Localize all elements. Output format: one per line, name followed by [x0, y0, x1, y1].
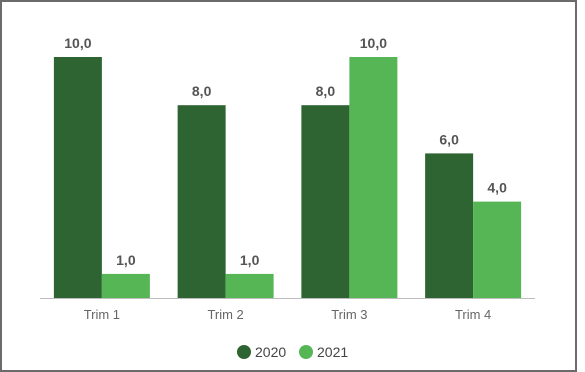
data-label-2021-trim-4: 4,0 — [487, 180, 507, 196]
bar-2021-trim-4 — [473, 201, 522, 298]
data-label-2021-trim-2: 1,0 — [240, 252, 260, 268]
bar-2020-trim-4 — [425, 153, 474, 298]
data-label-2020-trim-4: 6,0 — [439, 131, 459, 147]
category-label-trim-2: Trim 2 — [207, 307, 243, 322]
legend: 2020 2021 — [237, 344, 348, 360]
data-label-2020-trim-3: 8,0 — [316, 83, 336, 99]
bar-2020-trim-1 — [53, 57, 102, 298]
legend-label-2020: 2020 — [255, 344, 286, 360]
data-labels-group: 10,0 1,0 8,0 1,0 8,0 10,0 6,0 4,0 — [64, 35, 507, 268]
data-label-2020-trim-1: 10,0 — [64, 35, 91, 51]
category-label-trim-4: Trim 4 — [455, 307, 491, 322]
legend-label-2021: 2021 — [317, 344, 348, 360]
bars-group — [53, 57, 522, 298]
bar-2020-trim-2 — [177, 105, 226, 298]
legend-marker-2020 — [237, 345, 251, 359]
category-labels-group: Trim 1 Trim 2 Trim 3 Trim 4 — [84, 307, 492, 322]
bar-2020-trim-3 — [301, 105, 350, 298]
bar-2021-trim-2 — [225, 273, 274, 298]
data-label-2021-trim-3: 10,0 — [360, 35, 387, 51]
legend-marker-2021 — [299, 345, 313, 359]
data-label-2020-trim-2: 8,0 — [192, 83, 212, 99]
bar-2021-trim-1 — [101, 273, 150, 298]
bar-2021-trim-3 — [349, 57, 398, 298]
category-label-trim-3: Trim 3 — [331, 307, 367, 322]
category-label-trim-1: Trim 1 — [84, 307, 120, 322]
data-label-2021-trim-1: 1,0 — [116, 252, 136, 268]
